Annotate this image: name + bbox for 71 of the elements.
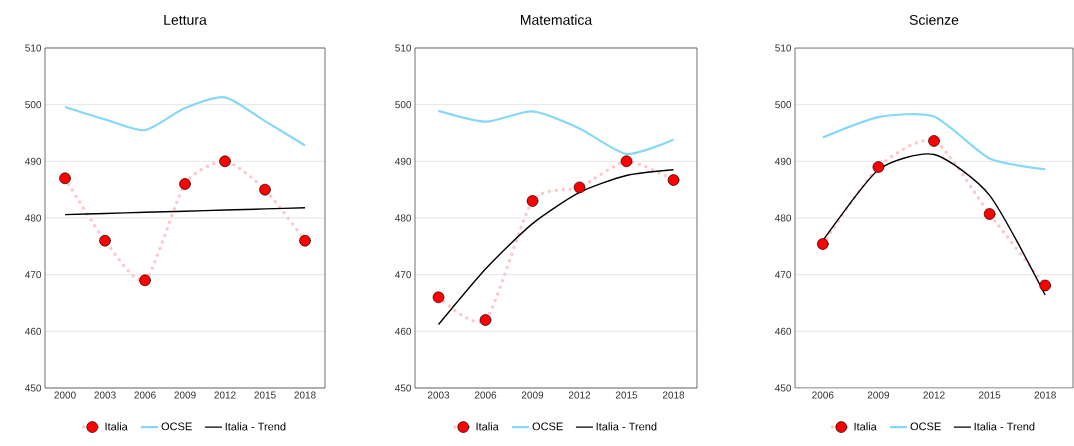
legend-label: Italia - Trend [974, 422, 1035, 431]
y-tick-label: 490 [775, 157, 792, 165]
point [620, 155, 633, 168]
x-tick-label: 2018 [294, 391, 316, 399]
x-tick-label: 2006 [134, 391, 156, 399]
point [219, 155, 231, 168]
x-tick-label: 2009 [174, 391, 196, 399]
legend-label: OCSE [910, 422, 941, 431]
y-tick-label: 460 [775, 327, 792, 335]
y-tick-label: 480 [395, 214, 412, 222]
chart-title: Scienze [909, 14, 959, 25]
legend-label: Italia [476, 422, 499, 431]
x-tick-label: 2018 [1034, 391, 1056, 399]
point [479, 314, 492, 326]
legend-label: Italia - Trend [225, 422, 286, 431]
legend-label: Italia - Trend [596, 422, 657, 431]
point [573, 181, 586, 194]
line-series [63, 96, 307, 147]
y-tick-label: 470 [395, 271, 412, 279]
x-tick-label: 2015 [254, 391, 276, 399]
x-tick-label: 2009 [867, 391, 890, 399]
x-tick-label: 2012 [923, 391, 945, 399]
y-tick-label: 490 [25, 157, 42, 165]
x-tick-label: 2006 [474, 391, 497, 399]
point [928, 135, 940, 147]
point [872, 161, 885, 173]
x-tick-label: 2018 [662, 391, 685, 399]
point [1039, 279, 1051, 292]
y-tick-label: 450 [775, 384, 792, 392]
x-tick-label: 2000 [54, 391, 76, 399]
chart-title: Matematica [520, 14, 593, 25]
x-tick-label: 2003 [427, 391, 450, 399]
point [667, 174, 680, 186]
y-tick-label: 480 [25, 214, 42, 222]
y-tick-label: 480 [775, 214, 792, 222]
point [299, 234, 311, 247]
point [139, 274, 151, 287]
y-tick-label: 450 [25, 384, 42, 392]
x-tick-label: 2003 [94, 391, 116, 399]
x-tick-label: 2012 [568, 391, 591, 399]
point [432, 291, 445, 304]
x-tick-label: 2006 [812, 391, 834, 399]
x-tick-label: 2012 [214, 391, 236, 399]
x-tick-label: 2015 [615, 391, 638, 399]
y-tick-label: 470 [25, 271, 42, 279]
y-tick-label: 460 [395, 327, 412, 335]
x-tick-label: 2015 [978, 391, 1001, 399]
y-tick-label: 450 [395, 384, 412, 392]
point [179, 178, 191, 190]
y-tick-label: 500 [25, 101, 42, 109]
point [259, 183, 271, 196]
y-tick-label: 500 [395, 101, 412, 109]
x-tick-label: 2009 [521, 391, 544, 399]
y-tick-label: 510 [25, 44, 42, 52]
y-tick-label: 510 [775, 44, 792, 52]
chart-title: Lettura [164, 15, 207, 25]
y-tick-label: 510 [395, 44, 412, 52]
legend-label: OCSE [161, 422, 192, 431]
point [526, 195, 539, 207]
line-series [64, 207, 306, 216]
point [817, 238, 829, 250]
point [59, 172, 71, 185]
y-tick-label: 490 [395, 157, 412, 165]
y-tick-label: 470 [775, 271, 792, 279]
legend-label: OCSE [532, 422, 563, 431]
legend-label: Italia [105, 422, 128, 431]
point [983, 208, 996, 220]
point [99, 234, 111, 247]
y-tick-label: 500 [775, 101, 792, 109]
y-tick-label: 460 [25, 327, 42, 335]
legend-label: Italia [854, 422, 877, 431]
